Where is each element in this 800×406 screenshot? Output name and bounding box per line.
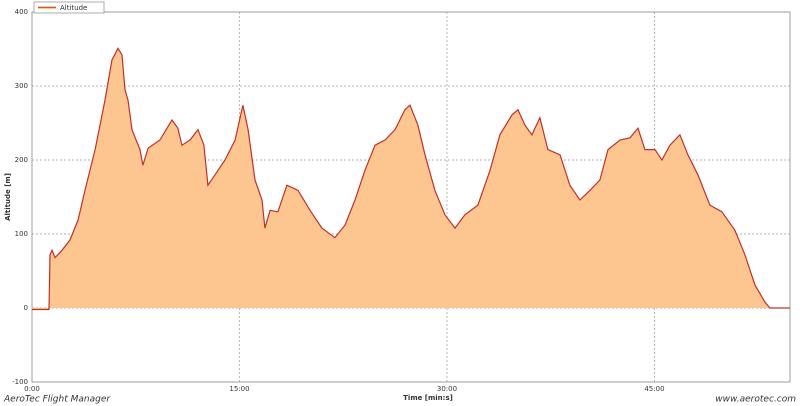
y-tick-label: 400 [15,8,28,16]
y-axis-label: Altitude [m] [4,173,12,221]
legend-label: Altitude [60,4,87,12]
y-tick-label: -100 [12,378,28,386]
x-axis-label: Time [min:s] [403,394,453,402]
legend-box [33,1,105,14]
x-tick-label: 45:00 [644,385,664,393]
y-tick-label: 0 [24,304,28,312]
footer-left: AeroTec Flight Manager [3,395,111,405]
y-tick-label: 100 [15,230,28,238]
footer-right: www.aerotec.com [715,395,796,405]
x-tick-label: 15:00 [229,385,249,393]
line [32,47,790,311]
x-tick-label: 0:00 [24,385,40,393]
y-tick-label: 200 [15,156,28,164]
area [32,48,790,310]
y-tick-label: 300 [15,82,28,90]
x-tick-label: 30:00 [437,385,457,393]
